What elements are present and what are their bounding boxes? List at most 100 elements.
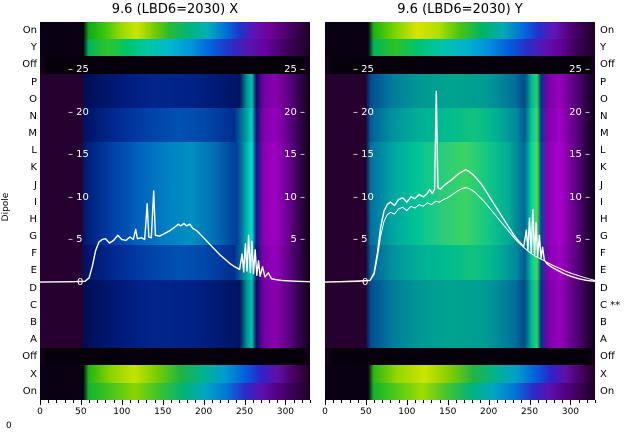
heatmap-row	[325, 39, 595, 57]
x-major-tick	[325, 400, 326, 405]
row-label-left: J	[34, 179, 37, 191]
row-label-left: I	[34, 196, 37, 208]
x-minor-tick	[455, 400, 457, 403]
overlay-tick-label-left: – 15	[353, 149, 374, 161]
heatmap-row	[40, 159, 310, 177]
overlay-zero-label: 0	[362, 277, 369, 288]
x-minor-tick	[269, 400, 271, 403]
row-label-left: Off	[22, 351, 37, 363]
row-label-left: On	[22, 25, 37, 37]
x-major-tick	[244, 400, 246, 405]
x-minor-tick	[187, 400, 189, 403]
x-tick-label: 100	[398, 407, 416, 417]
overlay-tick-label-right: 20 –	[284, 106, 305, 118]
x-major-tick	[365, 400, 367, 405]
row-label-right: P	[600, 76, 607, 88]
heatmap-row	[325, 365, 595, 383]
trace-overlay	[40, 190, 310, 283]
x-minor-tick	[357, 400, 359, 403]
x-minor-tick	[496, 400, 498, 403]
overlay-tick-label-right: 25 –	[569, 64, 590, 75]
heatmap-row	[325, 22, 595, 40]
x-minor-tick	[480, 400, 482, 403]
heatmap-row	[325, 193, 595, 211]
row-label-right: H	[600, 213, 608, 225]
x-tick-label: 0	[37, 407, 43, 417]
row-label-left: H	[29, 213, 37, 225]
x-minor-tick	[431, 400, 433, 403]
x-major-tick	[285, 400, 287, 405]
row-label-right: Off	[600, 351, 615, 363]
overlay-tick-label-right: 15 –	[569, 149, 590, 161]
x-minor-tick	[252, 400, 254, 403]
row-label-left: N	[29, 110, 37, 122]
heatmap-row	[40, 176, 310, 194]
row-label-right: G	[600, 231, 608, 243]
heatmap-row	[325, 90, 595, 108]
row-label-left: X	[30, 368, 37, 380]
bottom-left-tick-label: 0	[6, 421, 12, 431]
overlay-tick-label-left: – 5	[353, 234, 368, 246]
x-tick-label: 200	[480, 407, 498, 417]
row-label-right: A	[600, 334, 607, 346]
x-minor-tick	[105, 400, 107, 403]
x-minor-tick	[333, 400, 335, 403]
x-tick-label: 250	[520, 407, 539, 417]
x-minor-tick	[398, 400, 400, 403]
heatmap-row	[325, 382, 595, 400]
x-tick-label: 150	[154, 407, 172, 417]
x-tick-label: 50	[75, 407, 87, 417]
row-label-left: K	[30, 162, 37, 174]
intensity-trace	[325, 90, 595, 283]
overlay-zero-label: 0	[77, 277, 84, 288]
overlay-tick-label-right: 5 –	[290, 234, 305, 246]
x-minor-tick	[382, 400, 384, 403]
row-label-right: J	[600, 179, 603, 191]
row-label-right: B	[600, 317, 607, 328]
heatmap-row	[325, 176, 595, 194]
row-label-left: C	[30, 299, 37, 311]
x-tick-label: 300	[276, 407, 295, 417]
row-label-right: On	[600, 25, 615, 37]
intensity-trace	[40, 190, 310, 283]
heatmap-row	[40, 39, 310, 57]
x-tick-label: 100	[113, 407, 131, 417]
overlay-tick-label-left: – 20	[353, 106, 374, 118]
heatmap-row	[325, 313, 595, 332]
overlay-tick-label-right: 10 –	[284, 191, 305, 203]
heatmap-row	[325, 107, 595, 126]
overlay-tick-label-left: – 10	[68, 191, 89, 203]
row-label-left: A	[30, 334, 37, 346]
overlay-tick-label-left: – 15	[68, 149, 89, 161]
x-minor-tick	[64, 400, 66, 403]
x-minor-tick	[138, 400, 140, 403]
row-label-left: L	[31, 145, 37, 157]
x-tick-label: 300	[561, 407, 580, 417]
x-minor-tick	[349, 400, 351, 403]
heatmap-row	[40, 365, 310, 383]
x-minor-tick	[586, 400, 588, 403]
x-major-tick	[406, 400, 408, 405]
row-label-right: L	[600, 145, 606, 157]
panel-title: 9.6 (LBD6=2030) Y	[397, 2, 523, 17]
heatmap-row	[40, 107, 310, 126]
x-minor-tick	[211, 400, 213, 403]
heatmap	[40, 22, 310, 400]
x-minor-tick	[415, 400, 416, 403]
row-label-left: P	[30, 76, 37, 88]
row-label-left: B	[30, 317, 37, 328]
x-axis: 0 50 100 150 200 250 300	[37, 400, 311, 430]
row-label-left: F	[31, 248, 37, 260]
row-label-left: M	[28, 128, 37, 140]
x-minor-tick	[277, 400, 279, 403]
row-label-left: On	[22, 385, 37, 397]
x-tick-label: 250	[235, 407, 254, 417]
row-label-right: O	[600, 93, 608, 105]
x-major-tick	[162, 400, 164, 405]
heatmap-row	[325, 56, 595, 74]
heatmap-row	[325, 262, 595, 280]
overlay-tick-label-right: 5 –	[575, 234, 590, 246]
x-tick-label: 50	[360, 407, 372, 417]
x-minor-tick	[537, 400, 539, 403]
x-minor-tick	[595, 400, 596, 403]
